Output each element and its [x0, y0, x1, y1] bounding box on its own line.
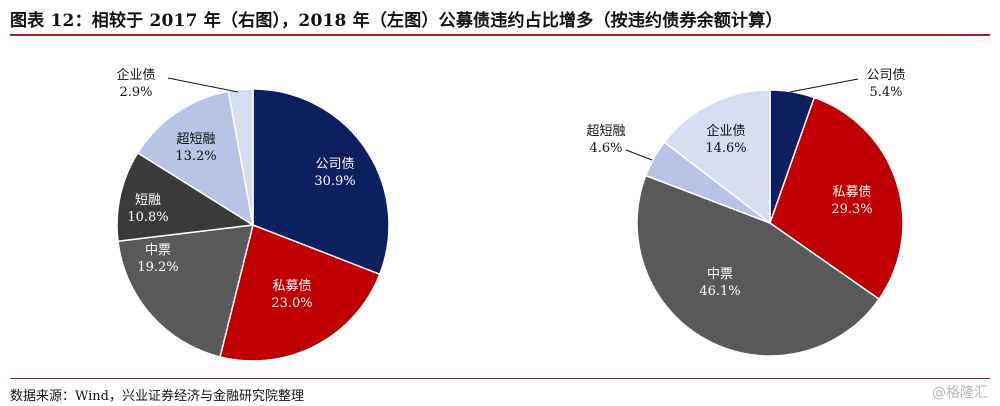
slice-value-3: 10.8%: [127, 210, 168, 225]
pie-slice-2018-2: [117, 224, 254, 358]
pie-slice-2018-0: [252, 88, 390, 276]
slice-value-4: 13.2%: [175, 149, 216, 164]
pie-slice-2018-4: [136, 90, 255, 227]
leader-line-0: [789, 78, 859, 93]
pie-slice-2018-5: [227, 88, 254, 226]
pie-slice-2018-1: [219, 223, 381, 362]
leader-line-5: [167, 77, 239, 93]
pie-slice-2017-1: [769, 96, 904, 301]
slice-label-1: 私募债: [272, 279, 311, 294]
slice-label-2: 中票: [707, 267, 733, 282]
slice-value-0: 30.9%: [314, 174, 355, 189]
slice-value-1: 23.0%: [271, 296, 312, 311]
pie-slice-2017-2: [636, 174, 881, 357]
slice-value-3: 4.6%: [589, 141, 622, 156]
figure-title: 图表 12：相较于 2017 年（右图），2018 年（左图）公募债违约占比增多…: [10, 11, 783, 31]
slice-value-4: 14.6%: [705, 141, 746, 156]
pie-slice-2017-4: [663, 89, 771, 225]
slice-value-2: 46.1%: [699, 284, 740, 299]
slice-value-1: 29.3%: [831, 202, 872, 217]
pie-chart-2018: 公司债 30.9% 私募债 23.0% 中票 19.2% 短融 10.8% 超短融 13.2% 企业…: [116, 67, 390, 362]
slice-label-1: 私募债: [832, 185, 871, 200]
slice-label-3: 短融: [135, 193, 161, 208]
slice-value-0: 5.4%: [869, 85, 902, 100]
slice-value-5: 2.9%: [119, 85, 152, 100]
slice-label-0: 公司债: [315, 157, 354, 172]
slice-label-2: 中票: [145, 243, 171, 258]
source-divider: [10, 378, 990, 379]
slice-value-2: 19.2%: [137, 260, 178, 275]
title-divider: [10, 34, 990, 36]
slice-label-4: 超短融: [176, 132, 215, 147]
leader-line-3: [625, 149, 653, 161]
slice-label-4: 企业债: [706, 123, 745, 139]
data-source-note: 数据来源：Wind，兴业证券经济与金融研究院整理: [10, 389, 304, 404]
slice-label-3: 超短融: [586, 124, 625, 139]
slice-label-0: 公司债: [866, 68, 905, 83]
pie-slice-2018-3: [116, 151, 256, 243]
slice-label-5: 企业债: [116, 67, 155, 83]
watermark: @格隆汇: [932, 385, 988, 401]
pie-chart-2017: 公司债 5.4% 私募债 29.3% 中票 46.1% 超短融 4.6% 企业债 14.6%: [586, 68, 906, 357]
